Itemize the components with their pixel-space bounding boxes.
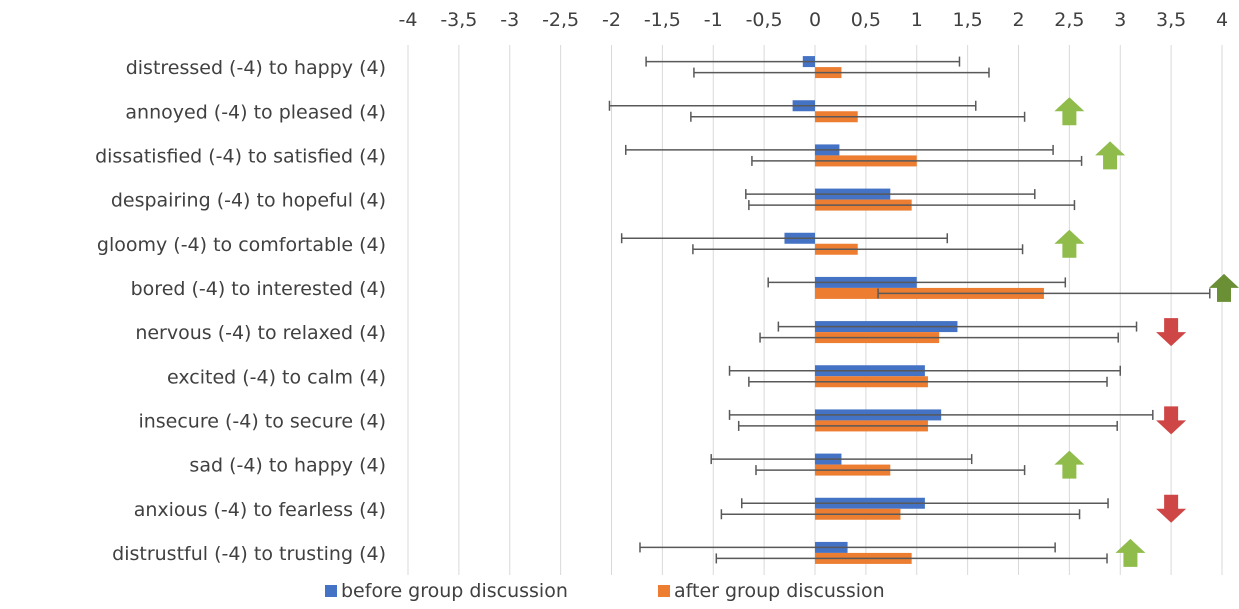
- error-bar: [715, 553, 1108, 564]
- error-bar: [877, 288, 1211, 299]
- error-bar: [690, 111, 1026, 122]
- legend: before group discussion after group discu…: [325, 580, 885, 602]
- category-label: dissatisfied (-4) to satisfied (4): [95, 145, 386, 167]
- category-label: bored (-4) to interested (4): [131, 278, 386, 300]
- error-bar: [748, 376, 1108, 387]
- error-bar: [737, 420, 1118, 431]
- error-bars: [608, 56, 1211, 564]
- x-tick-label: 2,5: [1054, 9, 1084, 31]
- error-bar: [608, 100, 977, 111]
- error-bar: [745, 189, 1036, 200]
- x-tick-label: -2: [602, 9, 621, 31]
- error-bar: [751, 155, 1083, 166]
- x-tick-label: 3,5: [1156, 9, 1186, 31]
- legend-label: before group discussion: [341, 580, 568, 602]
- arrow-down-icon: [1156, 406, 1187, 435]
- category-labels: distressed (-4) to happy (4) annoyed (-4)…: [95, 57, 386, 565]
- arrow-down-icon: [1156, 494, 1187, 523]
- error-bar: [624, 144, 1054, 155]
- category-label: gloomy (-4) to comfortable (4): [97, 234, 386, 256]
- error-bar: [645, 56, 961, 67]
- x-tick-label: 2: [1012, 9, 1024, 31]
- arrow-up-icon: [1054, 450, 1085, 479]
- error-bar: [692, 244, 1024, 255]
- arrow-down-icon: [1156, 318, 1187, 347]
- category-label: distrustful (-4) to trusting (4): [112, 543, 386, 565]
- arrow-up-icon: [1095, 141, 1126, 170]
- category-label: nervous (-4) to relaxed (4): [135, 322, 386, 344]
- x-tick-label: 0: [809, 9, 821, 31]
- error-bar: [728, 365, 1121, 376]
- change-arrows: [1054, 97, 1239, 567]
- error-bar: [748, 200, 1076, 211]
- category-label: annoyed (-4) to pleased (4): [125, 101, 386, 123]
- error-bar: [767, 277, 1067, 288]
- x-tick-label: -3: [500, 9, 519, 31]
- x-tick-label: -2,5: [542, 9, 579, 31]
- category-label: distressed (-4) to happy (4): [126, 57, 386, 79]
- category-label: despairing (-4) to hopeful (4): [111, 190, 386, 212]
- x-tick-label: -0,5: [746, 9, 783, 31]
- error-bar: [639, 542, 1056, 553]
- category-label: insecure (-4) to secure (4): [138, 410, 386, 432]
- category-label: anxious (-4) to fearless (4): [134, 499, 386, 521]
- x-tick-label: -1,5: [644, 9, 681, 31]
- error-bar: [728, 409, 1154, 420]
- arrow-up-icon: [1054, 229, 1085, 258]
- x-tick-label: 1,5: [953, 9, 983, 31]
- error-bar: [777, 321, 1138, 332]
- category-label: excited (-4) to calm (4): [167, 366, 386, 388]
- error-bar: [693, 67, 990, 78]
- x-tick-label: -3,5: [440, 9, 477, 31]
- error-bar: [620, 233, 949, 244]
- x-tick-label: 1: [911, 9, 923, 31]
- x-tick-label: 0,5: [851, 9, 881, 31]
- error-bar: [759, 332, 1119, 343]
- x-tick-label: -4: [399, 9, 418, 31]
- error-bar: [710, 454, 973, 465]
- legend-swatch: [325, 585, 337, 597]
- error-bar: [740, 498, 1109, 509]
- legend-label: after group discussion: [674, 580, 885, 602]
- arrow-up-icon: [1115, 538, 1146, 567]
- x-tick-label: -1: [704, 9, 723, 31]
- error-bar: [755, 465, 1026, 476]
- arrow-up-icon: [1054, 97, 1085, 126]
- legend-swatch: [658, 585, 670, 597]
- x-axis-ticks: -4 -3,5 -3 -2,5 -2 -1,5 -1 -0,5 0 0,5 1 1,5 2 2,5 3 3,5…: [399, 9, 1229, 31]
- grid: [407, 45, 1223, 575]
- error-bar: [720, 509, 1081, 520]
- category-label: sad (-4) to happy (4): [189, 455, 386, 477]
- bars: [784, 56, 1044, 564]
- x-tick-label: 3: [1114, 9, 1126, 31]
- x-tick-label: 4: [1216, 9, 1228, 31]
- arrow-up-icon: [1209, 273, 1239, 302]
